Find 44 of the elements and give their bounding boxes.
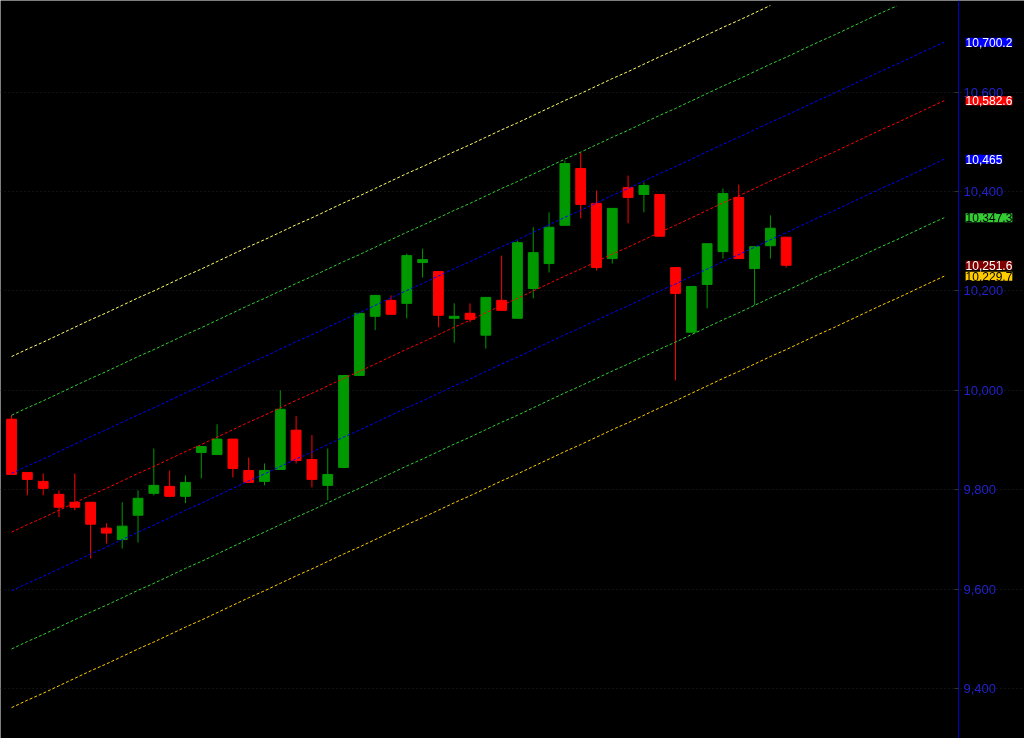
candlestick xyxy=(369,294,381,331)
candlestick xyxy=(53,489,65,518)
candlestick xyxy=(764,214,776,260)
line-series xyxy=(11,4,771,358)
line-series xyxy=(11,158,945,592)
line-series xyxy=(11,217,945,650)
candlestick xyxy=(385,294,397,315)
candlestick xyxy=(306,434,318,488)
line-series xyxy=(11,275,945,709)
candlestick xyxy=(322,448,334,501)
candlestick xyxy=(164,469,176,498)
y-tick-label: 10,400 xyxy=(963,183,1004,199)
line-series xyxy=(11,5,898,416)
candlestick xyxy=(638,182,650,213)
text: 10,251.6 xyxy=(965,258,1013,273)
candlestick xyxy=(496,255,508,311)
candlestick xyxy=(148,448,160,496)
candlestick xyxy=(37,472,49,496)
line-series xyxy=(11,41,945,474)
candlestick xyxy=(622,175,634,224)
data-label: 10,700.2 xyxy=(965,35,1013,50)
candlestick xyxy=(464,302,476,323)
candlestick xyxy=(69,472,81,511)
y-tick-label: 9,800 xyxy=(963,482,997,498)
candlestick xyxy=(749,246,760,306)
candlestick xyxy=(132,489,144,544)
candlestick xyxy=(417,248,428,278)
line-series xyxy=(11,100,945,533)
candlestick xyxy=(243,457,255,483)
y-tick-label: 10,000 xyxy=(963,382,1004,398)
data-label: 10,347.3 xyxy=(965,211,1013,226)
y-tick-label: 10,200 xyxy=(963,283,1004,299)
candlestick xyxy=(195,446,207,479)
candlestick xyxy=(116,501,128,550)
data-label: 10,465 xyxy=(965,152,1003,167)
candlestick xyxy=(21,471,33,496)
candlestick xyxy=(101,522,112,545)
candlestick xyxy=(85,501,97,559)
candlestick xyxy=(448,302,460,344)
candlestick xyxy=(211,423,223,456)
y-tick-label: 9,600 xyxy=(963,581,997,597)
candlestick xyxy=(180,474,191,504)
y-tick-label: 9,400 xyxy=(963,681,997,697)
candlestick xyxy=(259,462,270,486)
